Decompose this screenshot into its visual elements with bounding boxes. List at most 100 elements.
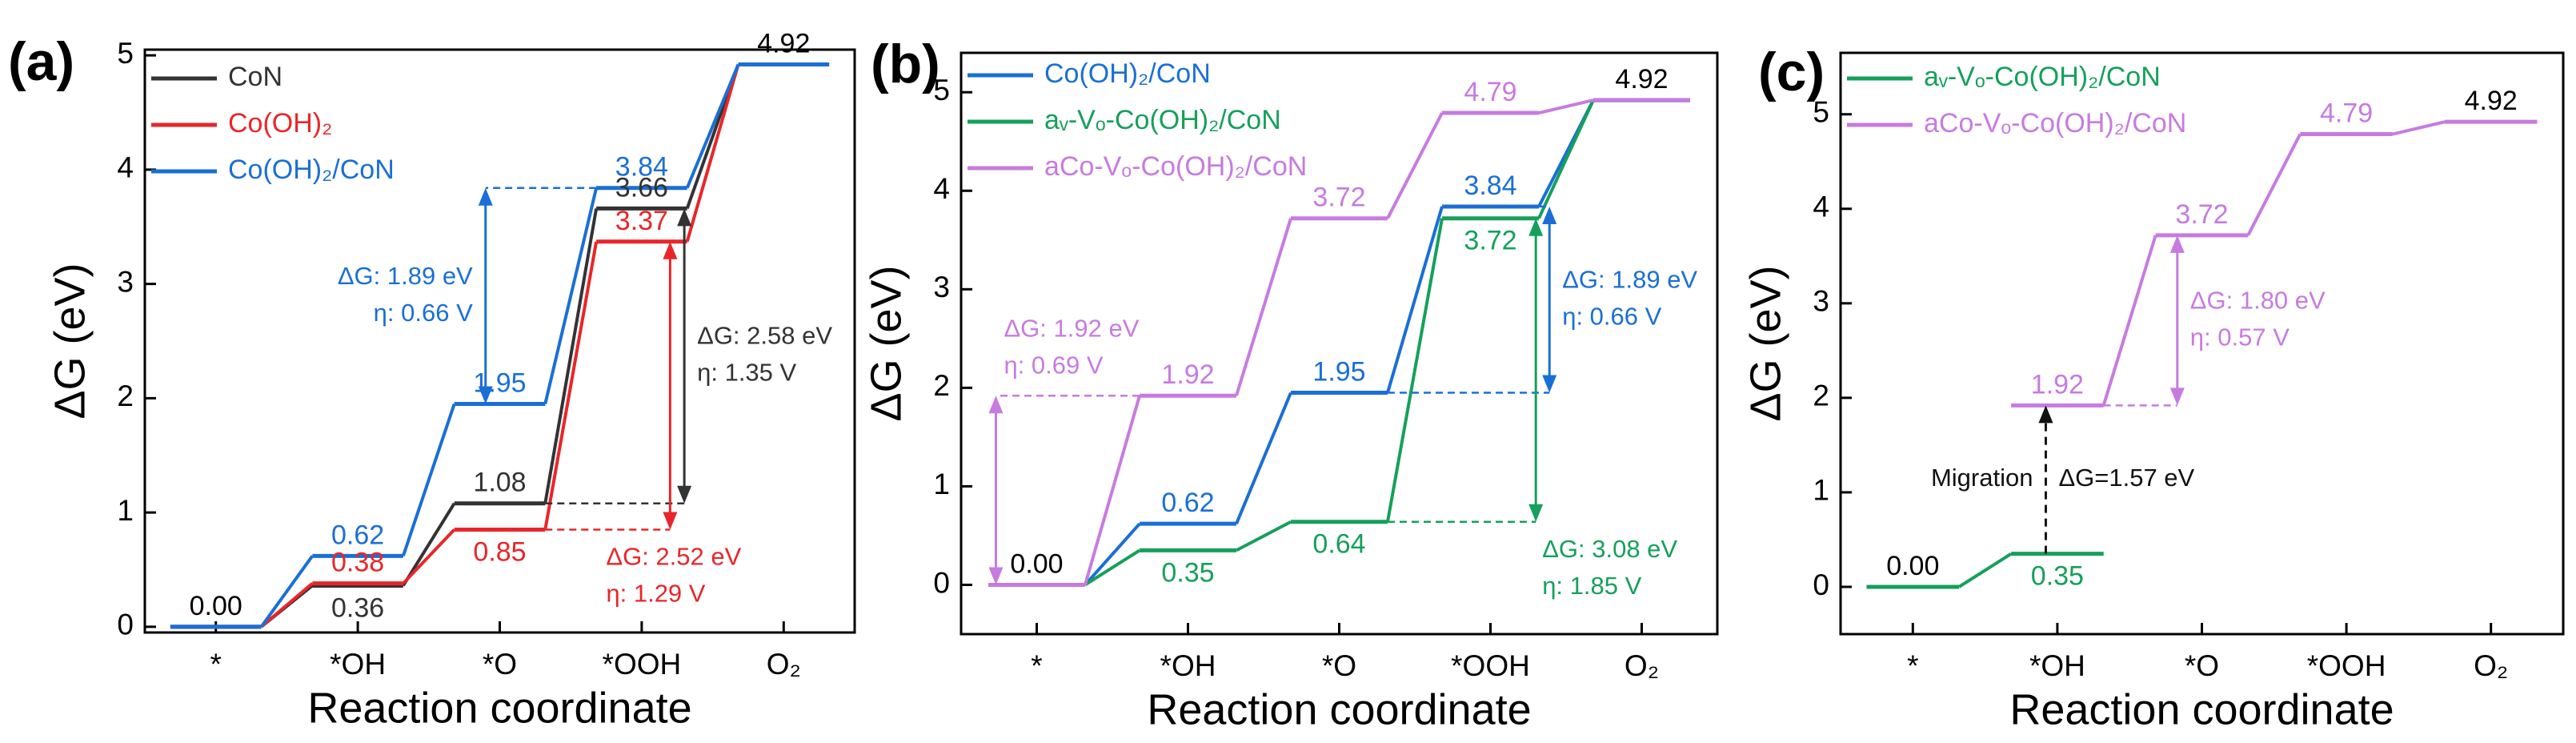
value-label: 0.64 xyxy=(1312,529,1365,560)
value-label: 0.62 xyxy=(331,520,384,550)
connector xyxy=(685,63,740,189)
x-tick-label: *O xyxy=(483,648,517,681)
panel: (b) 0 1 2 3 4 5 * *OH *O *OOH O₂ Reaction coordinate… xyxy=(862,34,1719,733)
x-tick-label: *O xyxy=(1322,649,1356,682)
y-axis-label: ΔG (eV) xyxy=(862,265,910,421)
value-label: 3.84 xyxy=(1464,171,1516,201)
y-tick-label: 0 xyxy=(1813,568,1829,601)
connector xyxy=(401,403,456,556)
value-label: 4.92 xyxy=(757,29,810,59)
value-label: 1.95 xyxy=(1312,357,1365,388)
y-tick-label: 3 xyxy=(1813,285,1829,318)
arrow-head xyxy=(663,512,678,530)
connector xyxy=(543,187,599,404)
y-tick-label: 5 xyxy=(933,74,950,106)
y-tick-label: 5 xyxy=(117,37,134,70)
legend-label: CoN xyxy=(228,62,282,92)
annotation-text: ΔG: 1.89 eV xyxy=(338,262,473,290)
x-axis-label: Reaction coordinate xyxy=(1147,685,1531,733)
value-label: 1.92 xyxy=(1161,359,1214,390)
y-tick-label: 4 xyxy=(117,151,134,184)
connector xyxy=(1958,552,2013,588)
connector xyxy=(1084,522,1141,586)
arrow-head xyxy=(2169,235,2185,253)
connector xyxy=(1084,395,1141,586)
value-label: 0.35 xyxy=(1161,557,1214,588)
arrow-head xyxy=(677,485,692,504)
annotation-text: ΔG: 2.52 eV xyxy=(606,543,741,571)
connector xyxy=(260,582,314,629)
arrow-head xyxy=(663,241,678,259)
arrow-head xyxy=(2038,405,2053,424)
value-label: 0.00 xyxy=(1886,551,1939,581)
x-axis-label: Reaction coordinate xyxy=(307,684,691,732)
arrow-head xyxy=(1528,504,1544,522)
connector xyxy=(685,64,740,243)
connector xyxy=(1235,218,1292,396)
x-tick-label: *O xyxy=(2185,649,2219,682)
x-tick-label: O₂ xyxy=(2474,649,2508,682)
x-tick-label: * xyxy=(1031,649,1042,682)
arrow-head xyxy=(478,187,493,206)
annotation-text: ΔG: 3.08 eV xyxy=(1542,535,1677,563)
legend-label: aCo-Vₒ-Co(OH)₂/CoN xyxy=(1924,108,2186,139)
annotation-text: Migration xyxy=(1931,464,2033,492)
legend-label: Co(OH)₂/CoN xyxy=(228,155,395,185)
x-tick-label: *OH xyxy=(1160,649,1216,682)
value-label: 3.72 xyxy=(1312,183,1365,213)
connector xyxy=(1538,98,1594,115)
value-label: 0.85 xyxy=(473,537,526,568)
y-tick-label: 2 xyxy=(1813,380,1829,412)
annotation-text: η: 1.85 V xyxy=(1542,572,1641,600)
y-tick-label: 2 xyxy=(933,369,950,402)
value-label: 0.35 xyxy=(2031,561,2084,592)
legend-label: Co(OH)₂/CoN xyxy=(1044,58,1211,89)
panel-label: (b) xyxy=(871,34,940,94)
connector xyxy=(1386,218,1444,523)
annotation-text: η: 0.69 V xyxy=(1004,351,1103,379)
arrow-head xyxy=(1542,206,1557,224)
value-label: 0.62 xyxy=(1161,488,1214,518)
connector xyxy=(402,528,456,584)
x-tick-label: O₂ xyxy=(767,648,801,681)
legend-label: aᵥ-Vₒ-Co(OH)₂/CoN xyxy=(1924,62,2161,92)
connector xyxy=(2101,235,2157,406)
connector xyxy=(1236,520,1292,552)
y-tick-label: 4 xyxy=(1813,191,1829,223)
y-tick-label: 1 xyxy=(117,494,134,527)
annotation-text: ΔG: 1.89 eV xyxy=(1562,265,1697,293)
legend-label: aCo-Vₒ-Co(OH)₂/CoN xyxy=(1044,151,1307,182)
arrow-head xyxy=(677,208,692,227)
y-tick-label: 2 xyxy=(117,380,134,412)
arrow-head xyxy=(1528,218,1544,236)
y-tick-label: 5 xyxy=(1813,96,1829,129)
y-axis-label: ΔG (eV) xyxy=(46,263,94,419)
panel-label: (a) xyxy=(8,31,74,92)
legend-label: aᵥ-Vₒ-Co(OH)₂/CoN xyxy=(1044,105,1281,135)
value-label: 3.72 xyxy=(1464,226,1516,256)
value-label: 4.79 xyxy=(2320,98,2373,129)
y-tick-label: 4 xyxy=(933,172,950,205)
value-label: 3.37 xyxy=(615,206,668,236)
value-label: 3.84 xyxy=(615,152,668,183)
value-label: 1.08 xyxy=(473,468,526,498)
arrow-head xyxy=(2169,388,2185,406)
value-label: 4.92 xyxy=(1615,64,1668,94)
connector xyxy=(1386,206,1444,394)
annotation-text: η: 1.29 V xyxy=(606,580,705,608)
connector xyxy=(2392,120,2446,136)
value-label: 1.95 xyxy=(473,367,526,398)
panel-label: (c) xyxy=(1758,42,1825,102)
y-tick-label: 1 xyxy=(1813,474,1829,507)
y-axis-label: ΔG (eV) xyxy=(1741,265,1789,421)
annotation-text: η: 0.57 V xyxy=(2190,323,2290,351)
x-tick-label: *OH xyxy=(330,648,386,681)
x-tick-label: * xyxy=(1907,649,1918,682)
y-tick-label: 0 xyxy=(933,566,950,599)
legend-label: Co(OH)₂ xyxy=(228,108,332,139)
value-label: 3.72 xyxy=(2175,199,2228,230)
annotation-text: η: 0.66 V xyxy=(374,299,473,327)
arrow-head xyxy=(988,567,1004,585)
